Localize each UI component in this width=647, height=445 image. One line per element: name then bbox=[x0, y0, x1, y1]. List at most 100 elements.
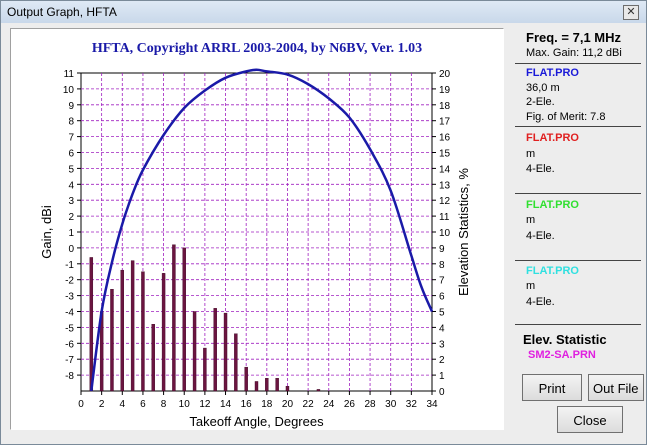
antenna-2-elements: 4-Ele. bbox=[526, 163, 555, 175]
elevation-bar bbox=[161, 273, 166, 392]
x-tick-label: 14 bbox=[220, 399, 232, 410]
x-tick-label: 10 bbox=[179, 399, 191, 410]
x-tick-label: 8 bbox=[161, 399, 167, 410]
y2-tick-label: 1 bbox=[439, 371, 445, 382]
title-bar: Output Graph, HFTA ✕ bbox=[1, 1, 646, 23]
x-tick-label: 26 bbox=[344, 399, 356, 410]
antenna-1-elements: 2-Ele. bbox=[526, 96, 555, 108]
y-tick-label: 8 bbox=[68, 117, 74, 128]
elev-statistic-file: SM2-SA.PRN bbox=[528, 349, 596, 361]
x-tick-label: 24 bbox=[323, 399, 335, 410]
close-icon[interactable]: ✕ bbox=[623, 5, 639, 20]
y-tick-label: -7 bbox=[65, 355, 74, 366]
elevation-bar bbox=[192, 311, 197, 392]
x-tick-label: 20 bbox=[282, 399, 294, 410]
out-file-button[interactable]: Out File bbox=[588, 374, 644, 401]
graph-area: HFTA, Copyright ARRL 2003-2004, by N6BV,… bbox=[10, 28, 504, 430]
x-tick-label: 4 bbox=[120, 399, 126, 410]
gain-chart: HFTA, Copyright ARRL 2003-2004, by N6BV,… bbox=[39, 41, 471, 429]
y-tick-label: -2 bbox=[65, 276, 74, 287]
elev-statistic-title: Elev. Statistic bbox=[523, 332, 607, 347]
max-gain-label: Max. Gain: 11,2 dBi bbox=[526, 47, 622, 59]
antenna-1-merit: Fig. of Merit: 7.8 bbox=[526, 111, 606, 123]
x-tick-label: 32 bbox=[406, 399, 418, 410]
y2-tick-label: 12 bbox=[439, 196, 451, 207]
y2-tick-label: 10 bbox=[439, 228, 451, 239]
y2-tick-label: 9 bbox=[439, 244, 445, 255]
y2-tick-label: 18 bbox=[439, 101, 451, 112]
elevation-bar bbox=[275, 378, 279, 392]
y-tick-label: 3 bbox=[68, 196, 74, 207]
elevation-bar bbox=[182, 247, 186, 392]
y2-tick-label: 20 bbox=[439, 69, 451, 80]
y-axis-label: Gain, dBi bbox=[39, 205, 54, 259]
elevation-bar bbox=[172, 244, 176, 392]
antenna-3-elements: 4-Ele. bbox=[526, 230, 555, 242]
separator bbox=[515, 260, 641, 261]
antenna-3-name: FLAT.PRO bbox=[526, 199, 579, 211]
y2-tick-label: 16 bbox=[439, 133, 451, 144]
elevation-bar bbox=[265, 378, 269, 392]
elevation-bar bbox=[130, 260, 135, 392]
y2-tick-label: 4 bbox=[439, 323, 445, 334]
separator bbox=[515, 63, 641, 64]
y-tick-label: 6 bbox=[68, 149, 74, 160]
y2-tick-label: 8 bbox=[439, 260, 445, 271]
x-tick-label: 28 bbox=[364, 399, 376, 410]
antenna-2-name: FLAT.PRO bbox=[526, 132, 579, 144]
separator bbox=[515, 126, 641, 127]
x-tick-label: 30 bbox=[385, 399, 397, 410]
y2-tick-label: 14 bbox=[439, 164, 451, 175]
antenna-2-height: m bbox=[526, 148, 536, 160]
elevation-bar bbox=[89, 257, 94, 392]
print-button[interactable]: Print bbox=[522, 374, 582, 401]
y2-tick-label: 13 bbox=[439, 180, 451, 191]
y2-axis-label: Elevation Statistics, % bbox=[456, 168, 471, 296]
y-tick-label: -5 bbox=[65, 323, 74, 334]
y2-tick-label: 15 bbox=[439, 149, 451, 160]
y-tick-label: 4 bbox=[68, 180, 74, 191]
x-axis-label: Takeoff Angle, Degrees bbox=[189, 414, 324, 429]
x-tick-label: 22 bbox=[303, 399, 315, 410]
y2-tick-label: 3 bbox=[439, 339, 445, 350]
x-tick-label: 2 bbox=[99, 399, 105, 410]
gain-curve-line bbox=[90, 68, 434, 392]
y2-tick-label: 17 bbox=[439, 117, 451, 128]
y2-tick-label: 0 bbox=[439, 387, 445, 398]
antenna-4-elements: 4-Ele. bbox=[526, 296, 555, 308]
x-tick-label: 18 bbox=[261, 399, 273, 410]
frequency-label: Freq. = 7,1 MHz bbox=[526, 30, 621, 45]
elevation-bar bbox=[285, 386, 290, 392]
elevation-bar bbox=[244, 366, 248, 392]
x-tick-label: 34 bbox=[426, 399, 438, 410]
y-tick-label: 5 bbox=[68, 164, 74, 175]
x-tick-label: 6 bbox=[140, 399, 146, 410]
elevation-bar bbox=[151, 324, 155, 392]
window-title: Output Graph, HFTA bbox=[7, 5, 117, 19]
elevation-bar bbox=[234, 333, 238, 392]
y-tick-label: 10 bbox=[63, 85, 75, 96]
y-tick-label: 0 bbox=[68, 244, 74, 255]
y-tick-label: 2 bbox=[68, 212, 74, 223]
y-tick-label: -4 bbox=[65, 308, 74, 319]
y-tick-label: -6 bbox=[65, 339, 74, 350]
y2-tick-label: 19 bbox=[439, 85, 451, 96]
elevation-bar bbox=[110, 289, 114, 392]
x-tick-label: 16 bbox=[241, 399, 253, 410]
y2-tick-label: 7 bbox=[439, 276, 445, 287]
antenna-1-height: 36,0 m bbox=[526, 82, 560, 94]
separator bbox=[515, 324, 641, 325]
y-tick-label: -3 bbox=[65, 292, 74, 303]
y2-tick-label: 11 bbox=[439, 212, 450, 223]
close-button[interactable]: Close bbox=[557, 406, 623, 433]
antenna-4-name: FLAT.PRO bbox=[526, 265, 579, 277]
elevation-bar bbox=[120, 269, 124, 392]
x-tick-label: 12 bbox=[199, 399, 211, 410]
separator bbox=[515, 193, 641, 194]
y-tick-label: 7 bbox=[68, 133, 74, 144]
y-tick-label: 9 bbox=[68, 101, 74, 112]
y-tick-label: 1 bbox=[68, 228, 74, 239]
y2-tick-label: 6 bbox=[439, 292, 445, 303]
y2-tick-label: 2 bbox=[439, 355, 445, 366]
y-tick-label: -1 bbox=[65, 260, 74, 271]
